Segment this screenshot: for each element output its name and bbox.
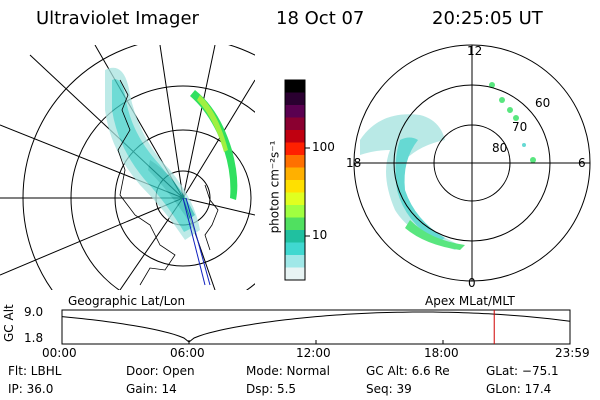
colorbar-unit-label: photon cm⁻²s⁻¹: [267, 140, 282, 234]
info-seq: Seq: 39: [366, 382, 412, 396]
info-glon: GLon: 17.4: [486, 382, 552, 396]
colorbar-segment: [285, 117, 305, 131]
colorbar-segment: [285, 267, 305, 281]
aurora-emission: [105, 67, 200, 241]
colorbar-segment: [285, 180, 305, 193]
observation-time: 20:25:05 UT: [432, 8, 543, 29]
aurora-green-arc: [190, 90, 238, 200]
meridian-line: [182, 79, 255, 199]
colorbar: [285, 80, 305, 281]
meridian-line: [182, 197, 255, 216]
colorbar-frame: [284, 79, 306, 281]
info-ip: IP: 36.0: [8, 382, 54, 396]
instrument-title: Ultraviolet Imager: [36, 8, 199, 29]
aurora-spot: [499, 97, 505, 103]
info-gain: Gain: 14: [126, 382, 177, 396]
timeline-x-tick: 00:00: [42, 346, 77, 360]
info-door: Door: Open: [126, 364, 195, 378]
colorbar-segment: [285, 92, 305, 106]
altitude-curve: [61, 311, 571, 343]
colorbar-segment: [285, 230, 305, 243]
timeline-y-label: GC Alt: [2, 304, 16, 342]
meridian-line: [159, 45, 184, 199]
colorbar-segment: [285, 130, 305, 143]
meridian-line: [0, 197, 184, 276]
colorbar-segment: [285, 205, 305, 218]
coastline: [117, 79, 176, 286]
aurora-spot: [489, 82, 495, 88]
apex-map: [353, 44, 591, 282]
aurora-emission: [395, 137, 445, 242]
aurora-spot: [513, 115, 519, 121]
mlt-label-12: 12: [467, 44, 483, 58]
altitude-timeline: [61, 309, 571, 345]
colorbar-tick-label: 100: [312, 140, 335, 154]
right-map-caption: Apex MLat/MLT: [425, 294, 515, 308]
colorbar-segment: [285, 255, 305, 268]
colorbar-segment: [285, 142, 305, 156]
info-dsp: Dsp: 5.5: [246, 382, 297, 396]
mlat-label-70: 70: [512, 120, 528, 134]
geographic-map: [0, 45, 255, 290]
timeline-x-tick: 18:00: [424, 346, 459, 360]
info-mode: Mode: Normal: [246, 364, 330, 378]
aurora-spot: [522, 143, 526, 147]
timeline-x-tick: 23:59: [555, 346, 590, 360]
info-flt: Flt: LBHL: [8, 364, 62, 378]
info-glat: GLat: −75.1: [486, 364, 559, 378]
aurora-green-arc: [405, 220, 465, 250]
mlat-label-60: 60: [535, 96, 551, 110]
colorbar-segment: [285, 155, 305, 168]
coastline: [204, 184, 219, 251]
left-map-caption: Geographic Lat/Lon: [68, 294, 186, 308]
satellite-track: [185, 197, 211, 286]
meridian-line: [182, 45, 216, 199]
mlat-label-80: 80: [492, 141, 508, 155]
timeline-y-tick: 9.0: [24, 305, 44, 319]
colorbar-segment: [285, 217, 305, 231]
satellite-track: [182, 197, 206, 286]
aurora-spot: [507, 107, 513, 113]
colorbar-segment: [285, 105, 305, 118]
colorbar-tick-label: 10: [312, 228, 328, 242]
colorbar-segment: [285, 242, 305, 256]
mlt-label-0: 0: [468, 276, 476, 290]
mlt-label-18: 18: [346, 156, 362, 170]
mlt-label-6: 6: [578, 156, 586, 170]
colorbar-segment: [285, 80, 305, 93]
timeline-y-tick: 1.8: [24, 331, 44, 345]
timeline-x-tick: 06:00: [170, 346, 205, 360]
aurora-spot: [530, 157, 536, 163]
timeline-x-tick: 12:00: [296, 346, 331, 360]
aurora-emission: [360, 114, 460, 251]
info-gcalt: GC Alt: 6.6 Re: [366, 364, 450, 378]
observation-date: 18 Oct 07: [276, 8, 365, 29]
colorbar-segment: [285, 192, 305, 206]
aurora-yellow-core: [197, 95, 228, 152]
colorbar-segment: [285, 167, 305, 181]
